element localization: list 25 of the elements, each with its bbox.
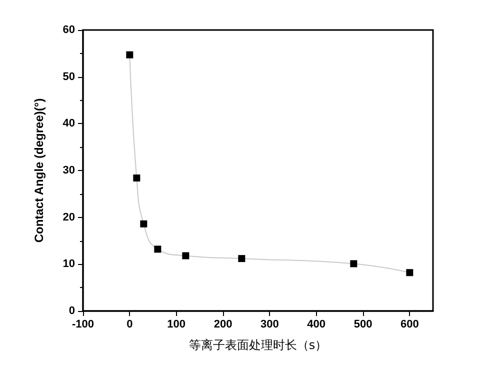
y-axis-title: Contact Angle (degree)(°) — [32, 98, 46, 243]
x-tick-label: -100 — [72, 318, 94, 330]
point — [140, 220, 148, 228]
x-tick-label: 300 — [260, 318, 279, 330]
point — [406, 269, 414, 276]
y-tick-label: 0 — [68, 305, 75, 317]
x-tick-label: 0 — [126, 318, 133, 330]
y-tick-label: 40 — [62, 118, 75, 130]
point — [126, 51, 134, 58]
point — [350, 260, 358, 268]
point — [133, 174, 140, 182]
x-tick-label: 500 — [354, 318, 372, 330]
y-tick-label: 10 — [62, 258, 75, 270]
point — [182, 252, 190, 260]
point — [154, 246, 162, 253]
y-tick-label: 60 — [62, 24, 75, 36]
y-tick-label: 30 — [62, 164, 75, 176]
x-tick-label: 600 — [400, 318, 419, 330]
y-tick-label: 50 — [62, 70, 75, 83]
x-axis-title: 等离子表面处理时长（s） — [188, 338, 328, 352]
point — [238, 255, 246, 262]
x-tick-label: 100 — [167, 318, 186, 330]
x-tick-label: 400 — [307, 318, 326, 330]
y-tick-label: 20 — [62, 211, 75, 224]
x-tick-label: 200 — [214, 318, 232, 330]
